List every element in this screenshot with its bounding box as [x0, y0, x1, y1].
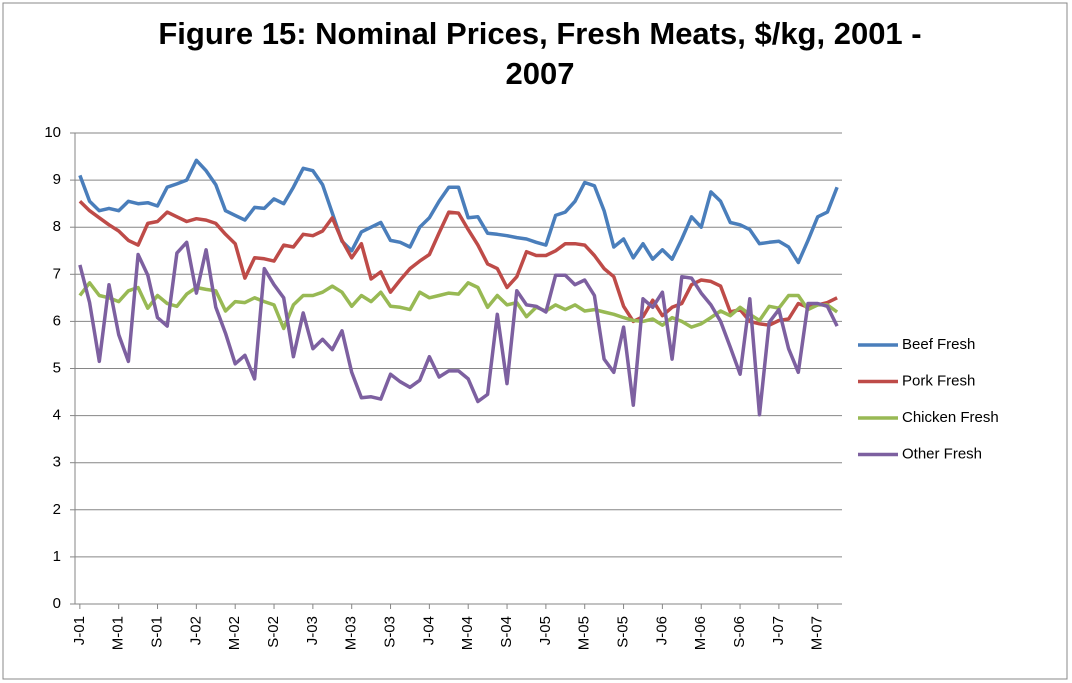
y-tick-label: 3 — [53, 454, 61, 471]
x-tick-label: M-02 — [226, 616, 243, 650]
legend-label: Beef Fresh — [902, 336, 975, 353]
y-tick-label: 2 — [53, 501, 61, 518]
x-tick-label: S-04 — [498, 616, 515, 648]
y-tick-label: 4 — [53, 407, 61, 424]
x-tick-label: M-07 — [809, 616, 826, 650]
x-tick-label: M-05 — [576, 616, 593, 650]
x-tick-label: M-04 — [459, 616, 476, 650]
x-tick-label: M-01 — [110, 616, 127, 650]
series-line — [78, 200, 838, 327]
x-tick-label: S-05 — [615, 616, 632, 648]
series-line — [78, 281, 839, 331]
legend-label: Pork Fresh — [902, 372, 975, 389]
x-tick-label: M-03 — [343, 616, 360, 650]
x-tick-label: J-02 — [187, 616, 204, 645]
x-tick-label: J-03 — [304, 616, 321, 645]
series-line — [78, 240, 839, 417]
y-tick-label: 9 — [53, 171, 61, 188]
chart-title: Figure 15: Nominal Prices, Fresh Meats, … — [158, 16, 922, 91]
x-tick-label: S-06 — [731, 616, 748, 648]
x-tick-label: J-04 — [420, 616, 437, 645]
y-tick-label: 6 — [53, 312, 61, 329]
series-line — [78, 158, 839, 265]
y-tick-label: 7 — [53, 265, 61, 282]
legend-label: Other Fresh — [902, 445, 982, 462]
y-tick-label: 1 — [53, 548, 61, 565]
x-tick-label: S-03 — [382, 616, 399, 648]
x-tick-label: J-05 — [537, 616, 554, 645]
y-tick-label: 8 — [53, 218, 61, 235]
x-tick-label: M-06 — [692, 616, 709, 650]
x-tick-label: J-06 — [653, 616, 670, 645]
y-tick-label: 10 — [44, 124, 61, 141]
x-tick-label: J-01 — [71, 616, 88, 645]
y-tick-label: 0 — [53, 595, 61, 612]
x-tick-label: S-01 — [148, 616, 165, 648]
y-tick-label: 5 — [53, 359, 61, 376]
x-tick-label: S-02 — [265, 616, 282, 648]
legend-label: Chicken Fresh — [902, 409, 999, 426]
x-tick-label: J-07 — [770, 616, 787, 645]
